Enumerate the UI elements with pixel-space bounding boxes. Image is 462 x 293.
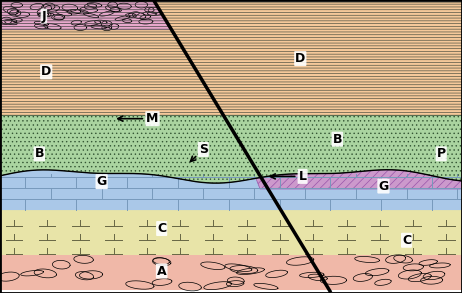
Text: D: D: [295, 52, 305, 65]
Text: P: P: [437, 147, 446, 160]
Text: B: B: [35, 147, 44, 160]
Polygon shape: [0, 2, 172, 30]
Text: C: C: [402, 234, 411, 247]
Text: G: G: [378, 180, 389, 193]
Text: S: S: [190, 143, 208, 161]
Polygon shape: [0, 210, 462, 255]
Polygon shape: [0, 255, 462, 290]
Polygon shape: [0, 115, 462, 183]
Polygon shape: [0, 170, 462, 210]
Text: J: J: [42, 10, 46, 23]
Text: B: B: [333, 133, 342, 146]
Polygon shape: [0, 2, 172, 30]
Polygon shape: [0, 2, 462, 115]
Text: M: M: [118, 112, 158, 125]
Text: D: D: [41, 65, 51, 78]
Text: A: A: [157, 265, 166, 277]
Text: G: G: [97, 175, 107, 188]
Polygon shape: [256, 170, 462, 189]
Text: L: L: [270, 170, 307, 183]
Text: C: C: [157, 222, 166, 235]
